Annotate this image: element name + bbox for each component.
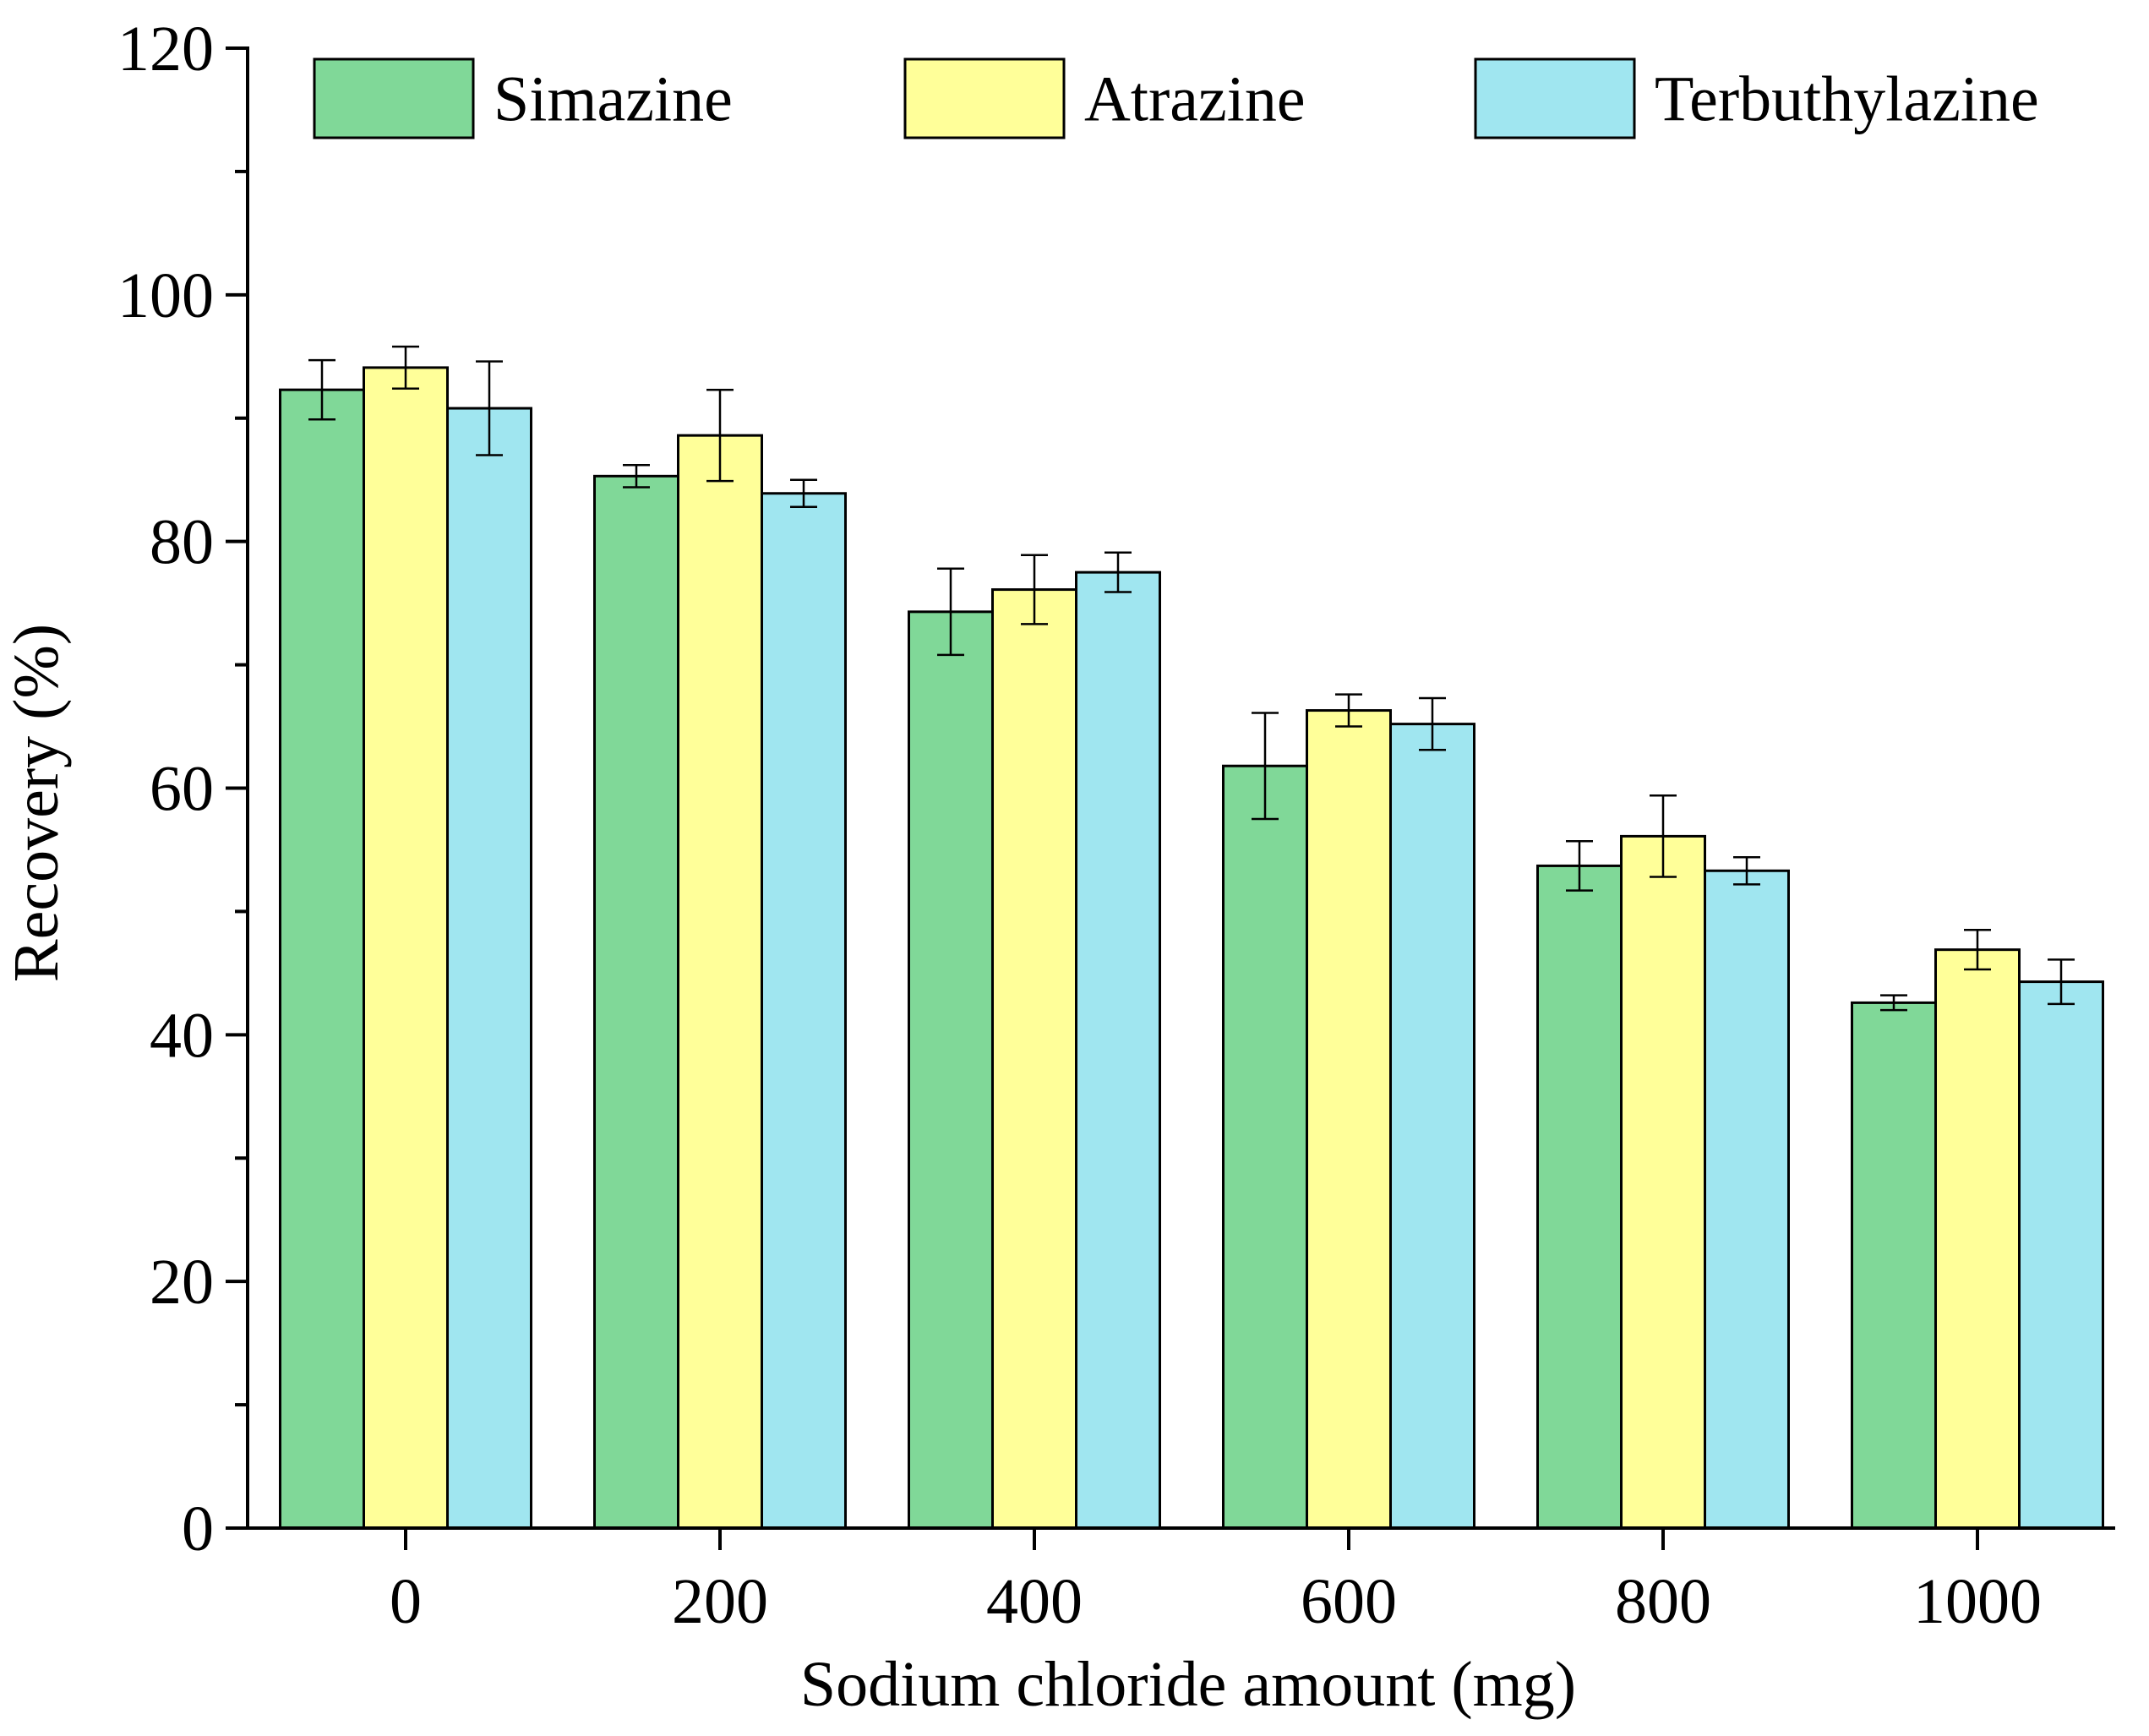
legend-swatch-terbuthylazine bbox=[1474, 57, 1636, 139]
bar-atrazine-800 bbox=[1620, 834, 1706, 1530]
error-bar-simazine-200 bbox=[623, 463, 650, 489]
error-bar-simazine-0 bbox=[308, 358, 335, 421]
legend-swatch-atrazine bbox=[903, 57, 1066, 139]
y-tick-label-40: 40 bbox=[150, 1000, 214, 1071]
error-bar-terbuthylazine-600 bbox=[1419, 696, 1446, 751]
error-bar-terbuthylazine-1000 bbox=[2048, 958, 2075, 1006]
error-bar-simazine-600 bbox=[1252, 712, 1279, 821]
legend-label-simazine: Simazine bbox=[494, 64, 733, 135]
legend-label-terbuthylazine: Terbuthylazine bbox=[1655, 64, 2039, 135]
legend-label-atrazine: Atrazine bbox=[1084, 64, 1306, 135]
bar-atrazine-600 bbox=[1306, 709, 1392, 1530]
error-bar-terbuthylazine-400 bbox=[1104, 551, 1132, 593]
error-bar-terbuthylazine-800 bbox=[1733, 855, 1760, 886]
y-tick-label-100: 100 bbox=[117, 260, 214, 331]
bar-terbuthylazine-0 bbox=[446, 407, 532, 1530]
bar-atrazine-0 bbox=[363, 366, 449, 1530]
x-tick-label-0: 0 bbox=[390, 1566, 422, 1637]
axes-layer: 0 20 40 60 80 100 120 0 200 400 600 800 1000 bbox=[117, 14, 2115, 1637]
error-bar-terbuthylazine-0 bbox=[476, 360, 503, 456]
x-tick-label-800: 800 bbox=[1615, 1566, 1711, 1637]
x-tick-label-200: 200 bbox=[672, 1566, 768, 1637]
error-bar-atrazine-0 bbox=[392, 345, 419, 390]
error-bar-terbuthylazine-200 bbox=[790, 478, 817, 509]
error-bar-atrazine-200 bbox=[706, 388, 734, 483]
y-tick-label-120: 120 bbox=[117, 14, 214, 85]
error-bars-layer bbox=[308, 345, 2075, 1012]
legend-item-simazine: Simazine bbox=[313, 57, 733, 139]
bar-terbuthylazine-800 bbox=[1704, 869, 1790, 1530]
bar-simazine-600 bbox=[1222, 764, 1308, 1530]
error-bar-simazine-400 bbox=[937, 567, 964, 657]
error-bar-atrazine-800 bbox=[1650, 794, 1677, 878]
error-bar-simazine-800 bbox=[1566, 839, 1593, 892]
error-bar-atrazine-400 bbox=[1021, 554, 1048, 625]
y-tick-label-60: 60 bbox=[150, 754, 214, 825]
bars-layer bbox=[279, 366, 2104, 1530]
bar-atrazine-200 bbox=[677, 434, 763, 1530]
bar-simazine-1000 bbox=[1851, 1001, 1937, 1530]
bar-atrazine-1000 bbox=[1934, 948, 2021, 1530]
error-bar-simazine-1000 bbox=[1880, 994, 1907, 1012]
error-bar-atrazine-600 bbox=[1335, 693, 1362, 728]
x-tick-label-600: 600 bbox=[1301, 1566, 1397, 1637]
y-tick-label-0: 0 bbox=[182, 1493, 214, 1564]
y-tick-label-20: 20 bbox=[150, 1247, 214, 1318]
bar-atrazine-400 bbox=[991, 588, 1077, 1530]
y-tick-label-80: 80 bbox=[150, 507, 214, 578]
bar-simazine-200 bbox=[593, 474, 679, 1530]
bar-terbuthylazine-400 bbox=[1075, 570, 1161, 1530]
error-bar-atrazine-1000 bbox=[1964, 929, 1991, 971]
x-tick-label-1000: 1000 bbox=[1913, 1566, 2042, 1637]
x-axis-title: Sodium chloride amount (mg) bbox=[800, 1649, 1576, 1720]
bar-simazine-400 bbox=[908, 610, 994, 1530]
bar-terbuthylazine-1000 bbox=[2018, 980, 2104, 1530]
legend-item-atrazine: Atrazine bbox=[903, 57, 1306, 139]
legend: Simazine Atrazine Terbuthylazine bbox=[313, 57, 2039, 139]
y-axis-title: Recovery (%) bbox=[1, 624, 72, 982]
bar-terbuthylazine-200 bbox=[761, 492, 847, 1530]
bar-terbuthylazine-600 bbox=[1389, 723, 1475, 1530]
legend-item-terbuthylazine: Terbuthylazine bbox=[1474, 57, 2039, 139]
legend-swatch-simazine bbox=[313, 57, 475, 139]
bar-simazine-0 bbox=[279, 388, 365, 1530]
x-tick-label-400: 400 bbox=[986, 1566, 1083, 1637]
bar-simazine-800 bbox=[1536, 864, 1623, 1530]
